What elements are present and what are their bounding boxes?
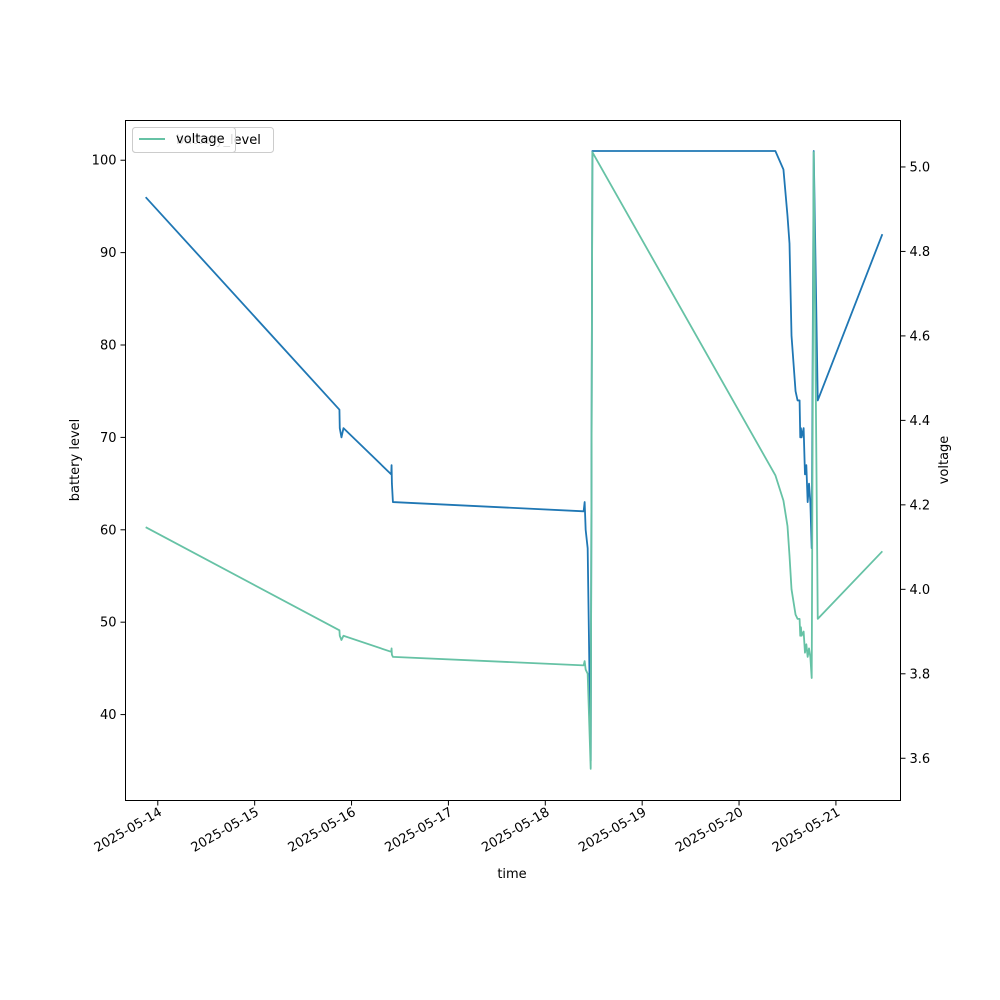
series-line-battery-level <box>145 150 884 762</box>
series-layer <box>145 150 884 770</box>
y-left-tick-label: 50 <box>100 616 117 631</box>
y-right-tick-label: 4.6 <box>910 329 931 344</box>
x-axis-title: time <box>497 867 526 882</box>
y-left-tick-label: 70 <box>100 431 117 446</box>
y-right-tick-label: 3.6 <box>910 752 931 767</box>
y-left-tick-label: 40 <box>100 708 117 723</box>
y-right-tick-label: 3.8 <box>910 667 931 682</box>
y-left-axis-title: battery level <box>68 419 83 502</box>
y-left-tick-label: 90 <box>100 246 117 261</box>
y-right-tick-label: 5.0 <box>910 160 931 175</box>
y-right-tick-label: 4.0 <box>910 583 931 598</box>
legend-overlay-box <box>132 127 236 153</box>
y-right-tick-label: 4.2 <box>910 498 931 513</box>
y-right-tick-label: 4.4 <box>910 414 931 429</box>
legend-overlay: voltage <box>132 127 236 153</box>
series-line-voltage <box>145 151 883 770</box>
y-right-axis-title: voltage <box>937 436 952 485</box>
legend-label-voltage: voltage <box>176 132 225 147</box>
y-right-tick-label: 4.8 <box>910 245 931 260</box>
y-left-tick-label: 80 <box>100 339 117 354</box>
y-left-tick-label: 60 <box>100 523 117 538</box>
plot-frame <box>125 120 901 801</box>
y-left-tick-label: 100 <box>92 154 117 169</box>
